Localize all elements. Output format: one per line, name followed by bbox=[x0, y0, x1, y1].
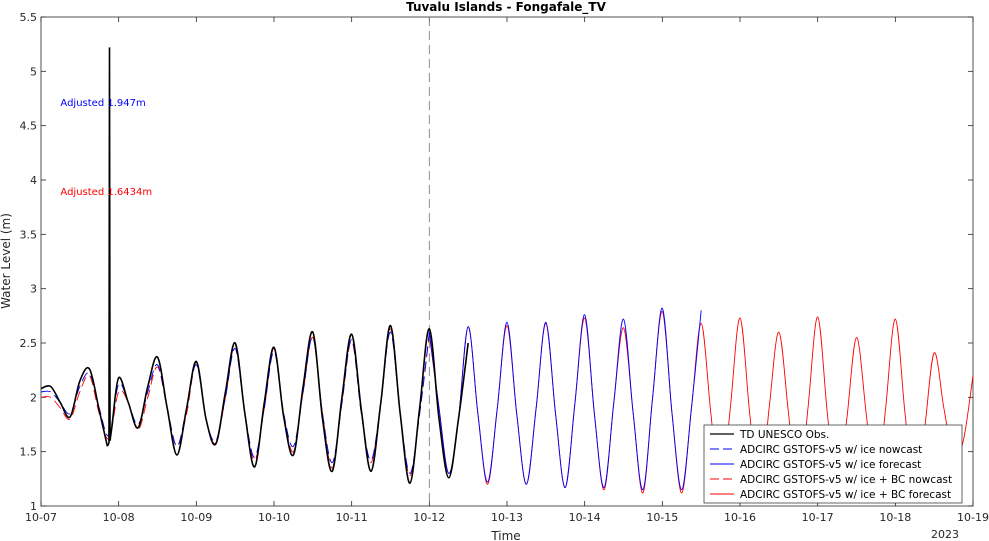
y-axis-label: Water Level (m) bbox=[0, 213, 13, 309]
chart-title: Tuvalu Islands - Fongafale_TV bbox=[406, 0, 607, 15]
y-tick-label: 1 bbox=[30, 500, 37, 513]
legend: TD UNESCO Obs. ADCIRC GSTOFS-v5 w/ ice no… bbox=[703, 424, 963, 504]
x-tick-label: 10-13 bbox=[491, 511, 523, 524]
y-tick-label: 3.5 bbox=[20, 228, 38, 241]
x-tick-label: 10-10 bbox=[258, 511, 290, 524]
series-line-1 bbox=[40, 331, 430, 474]
x-axis-label: Time bbox=[490, 529, 520, 541]
x-tick-label: 10-09 bbox=[180, 511, 212, 524]
legend-entry-2: ADCIRC GSTOFS-v5 w/ ice forecast bbox=[740, 459, 921, 471]
legend-box bbox=[703, 424, 963, 504]
year-label: 2023 bbox=[931, 528, 959, 541]
x-tick-label: 10-19 bbox=[957, 511, 989, 524]
y-tick-label: 4.5 bbox=[20, 120, 38, 133]
x-tick-label: 10-17 bbox=[802, 511, 834, 524]
x-tick-label: 10-16 bbox=[724, 511, 756, 524]
legend-entry-0: TD UNESCO Obs. bbox=[739, 429, 829, 441]
annotation-1: Adjusted 1.6434m bbox=[60, 187, 152, 198]
y-tick-label: 1.5 bbox=[20, 446, 38, 459]
annotation-0: Adjusted 1.947m bbox=[60, 98, 145, 109]
y-tick-label: 5.5 bbox=[20, 11, 38, 24]
x-tick-label: 10-14 bbox=[569, 511, 601, 524]
series-line-0 bbox=[40, 47, 469, 484]
y-tick-label: 2 bbox=[30, 391, 37, 404]
y-tick-label: 2.5 bbox=[20, 337, 38, 350]
y-tick-label: 5 bbox=[30, 65, 37, 78]
x-tick-label: 10-11 bbox=[336, 511, 368, 524]
series-line-2 bbox=[428, 307, 702, 491]
legend-entry-1: ADCIRC GSTOFS-v5 w/ ice nowcast bbox=[740, 444, 922, 456]
x-tick-label: 10-07 bbox=[25, 511, 57, 524]
x-tick-label: 10-18 bbox=[879, 511, 911, 524]
x-tick-label: 10-08 bbox=[103, 511, 135, 524]
legend-entry-3: ADCIRC GSTOFS-v5 w/ ice + BC nowcast bbox=[740, 474, 952, 486]
y-tick-label: 3 bbox=[30, 283, 37, 296]
y-tick-label: 4 bbox=[30, 174, 37, 187]
x-tick-label: 10-12 bbox=[413, 511, 445, 524]
legend-entry-4: ADCIRC GSTOFS-v5 w/ ice + BC forecast bbox=[740, 489, 951, 501]
x-tick-label: 10-15 bbox=[646, 511, 678, 524]
